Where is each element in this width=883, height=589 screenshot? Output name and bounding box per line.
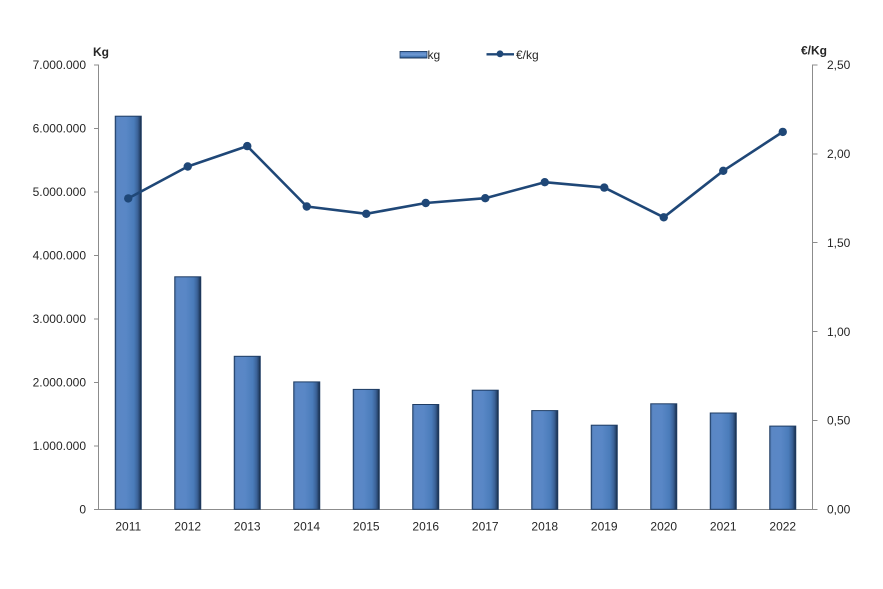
svg-text:2,50: 2,50 xyxy=(827,58,851,72)
svg-text:3.000.000: 3.000.000 xyxy=(33,312,87,326)
svg-text:2020: 2020 xyxy=(650,520,677,534)
svg-text:2013: 2013 xyxy=(234,520,261,534)
svg-text:4.000.000: 4.000.000 xyxy=(33,249,87,263)
svg-text:2015: 2015 xyxy=(353,520,380,534)
svg-text:€/Kg: €/Kg xyxy=(801,44,827,58)
svg-text:2,00: 2,00 xyxy=(827,147,851,161)
svg-text:0: 0 xyxy=(79,503,86,517)
svg-text:1.000.000: 1.000.000 xyxy=(33,439,87,453)
svg-text:2012: 2012 xyxy=(174,520,201,534)
svg-text:2019: 2019 xyxy=(591,520,618,534)
svg-text:2016: 2016 xyxy=(412,520,439,534)
svg-text:Kg: Kg xyxy=(93,45,109,59)
svg-text:2017: 2017 xyxy=(472,520,499,534)
svg-text:1,00: 1,00 xyxy=(827,325,851,339)
svg-text:2014: 2014 xyxy=(293,520,320,534)
svg-text:€/kg: €/kg xyxy=(516,48,539,62)
svg-text:2.000.000: 2.000.000 xyxy=(33,376,87,390)
svg-text:0,50: 0,50 xyxy=(827,414,851,428)
svg-text:1,50: 1,50 xyxy=(827,236,851,250)
svg-text:0,00: 0,00 xyxy=(827,503,851,517)
svg-text:5.000.000: 5.000.000 xyxy=(33,185,87,199)
svg-text:2022: 2022 xyxy=(769,520,796,534)
svg-text:2011: 2011 xyxy=(115,520,141,534)
svg-text:2021: 2021 xyxy=(710,520,737,534)
svg-text:2018: 2018 xyxy=(531,520,558,534)
svg-text:7.000.000: 7.000.000 xyxy=(33,58,87,72)
svg-text:6.000.000: 6.000.000 xyxy=(33,122,87,136)
svg-text:kg: kg xyxy=(428,48,441,62)
